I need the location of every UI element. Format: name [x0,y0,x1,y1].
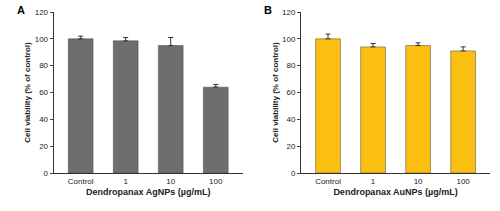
svg-text:Dendropanax AgNPs (µg/mL): Dendropanax AgNPs (µg/mL) [86,187,210,197]
svg-text:Cell viability (% of control): Cell viability (% of control) [271,42,280,143]
svg-text:40: 40 [39,115,48,124]
svg-text:A: A [17,4,25,16]
svg-text:120: 120 [282,8,296,17]
svg-text:40: 40 [286,115,295,124]
svg-text:100: 100 [209,177,223,186]
svg-text:100: 100 [456,177,470,186]
svg-text:Dendropanax AuNPs (µg/mL): Dendropanax AuNPs (µg/mL) [333,187,457,197]
svg-text:0: 0 [44,169,49,178]
svg-text:80: 80 [286,61,295,70]
svg-text:60: 60 [286,88,295,97]
svg-text:1: 1 [123,177,128,186]
svg-text:1: 1 [371,177,376,186]
svg-text:10: 10 [414,177,423,186]
svg-text:Control: Control [315,177,341,186]
svg-text:Cell viability (% of control): Cell viability (% of control) [23,42,32,143]
svg-text:B: B [264,4,272,16]
svg-text:10: 10 [166,177,175,186]
svg-text:120: 120 [35,8,49,17]
svg-text:20: 20 [286,142,295,151]
svg-text:60: 60 [39,88,48,97]
svg-text:100: 100 [35,35,49,44]
svg-text:20: 20 [39,142,48,151]
svg-text:100: 100 [282,35,296,44]
svg-text:0: 0 [291,169,296,178]
svg-text:80: 80 [39,61,48,70]
svg-text:Control: Control [68,177,94,186]
